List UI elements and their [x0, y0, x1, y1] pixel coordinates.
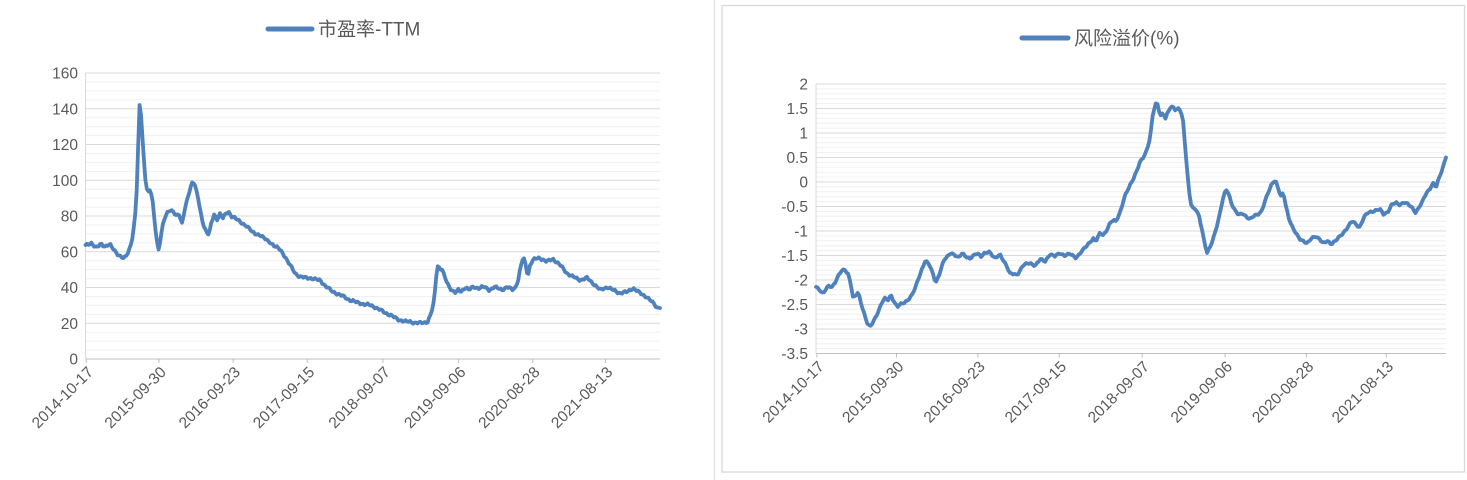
risk-premium-legend-label: 风险溢价(%)	[1074, 28, 1180, 50]
y-tick-label: 100	[52, 173, 78, 190]
y-tick-label: 0	[69, 352, 78, 369]
pe-grid	[85, 72, 660, 363]
y-tick-label: 80	[61, 209, 79, 226]
y-tick-label: 160	[52, 66, 78, 83]
y-tick-label: 20	[61, 316, 79, 333]
y-tick-label: 0.5	[786, 150, 808, 167]
y-tick-label: 1.5	[786, 101, 808, 118]
y-tick-label: -2	[794, 273, 808, 290]
y-tick-label: -1.5	[781, 248, 808, 265]
y-tick-label: 120	[52, 137, 78, 154]
pe-legend: 市盈率-TTM	[265, 19, 420, 41]
y-tick-label: -1	[794, 224, 808, 241]
pe-series-line	[83, 103, 662, 326]
risk-premium-series-line	[814, 101, 1448, 328]
y-tick-label: -2.5	[781, 297, 808, 314]
risk-premium-legend: 风险溢价(%)	[1019, 28, 1180, 50]
y-tick-label: 0	[799, 175, 808, 192]
y-tick-label: 40	[61, 280, 79, 297]
y-tick-label: 1	[799, 126, 808, 143]
pe-legend-label: 市盈率-TTM	[318, 19, 420, 41]
y-tick-label: -3	[794, 322, 808, 339]
y-tick-label: 140	[52, 101, 78, 118]
y-tick-label: 60	[61, 244, 79, 261]
y-tick-label: -3.5	[781, 346, 808, 363]
y-tick-label: -0.5	[781, 199, 808, 216]
y-tick-label: 2	[799, 77, 808, 94]
